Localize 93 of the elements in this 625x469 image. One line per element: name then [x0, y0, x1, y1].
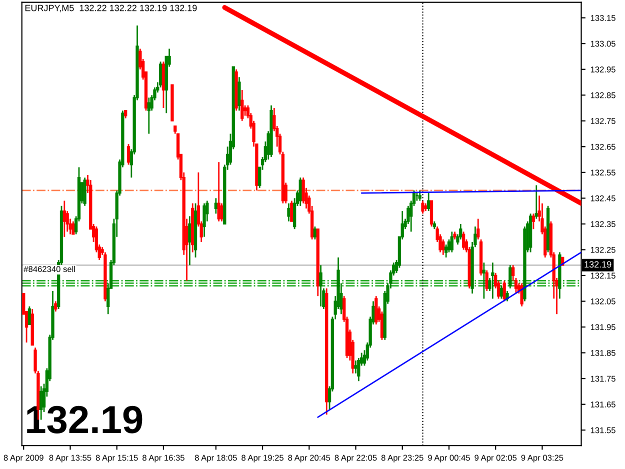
- candlestick: [500, 285, 503, 300]
- y-tick-label: 132.75: [590, 118, 616, 124]
- y-tick-label: 132.15: [590, 272, 616, 279]
- candlestick: [444, 244, 448, 258]
- x-tick-label: 9 Apr 00:45: [428, 454, 470, 462]
- candlestick: [421, 200, 424, 214]
- candlestick: [174, 125, 177, 134]
- candlestick: [54, 300, 58, 312]
- candlestick: [290, 200, 294, 222]
- candlestick: [453, 230, 456, 240]
- candlestick: [558, 252, 562, 300]
- candlestick: [328, 386, 332, 410]
- x-tick-label: 9 Apr 03:25: [521, 454, 564, 462]
- chart-title: EURJPY,M5 132.22 132.22 132.19 132.19: [25, 4, 197, 12]
- candlestick: [532, 212, 536, 230]
- x-tick-label: 8 Apr 20:45: [288, 454, 330, 462]
- x-tick-label: 8 Apr 23:25: [381, 454, 424, 462]
- candlestick: [534, 184, 538, 220]
- candlestick: [523, 226, 526, 302]
- candlestick: [240, 89, 244, 122]
- candlestick: [546, 205, 550, 253]
- candlestick: [462, 230, 466, 250]
- candlestick: [427, 192, 430, 212]
- candlestick: [316, 228, 320, 297]
- candlestick: [459, 223, 462, 240]
- candlestick: [491, 262, 494, 300]
- candlestick: [374, 295, 378, 326]
- candlestick: [83, 176, 86, 207]
- candlestick: [479, 238, 483, 276]
- candlestick: [380, 310, 384, 341]
- candlestick: [502, 280, 506, 302]
- candlestick: [28, 306, 32, 326]
- annotation: 132.19: [27, 406, 142, 434]
- x-tick-label: 8 Apr 22:05: [334, 454, 377, 462]
- y-tick-label: 132.45: [590, 195, 616, 202]
- annotation: #8462340 sell: [24, 266, 75, 272]
- candlestick: [319, 264, 322, 308]
- candlestick: [418, 190, 422, 202]
- y-tick-label: 131.55: [590, 427, 616, 434]
- x-tick-label: 8 Apr 13:55: [49, 454, 92, 462]
- candlestick: [270, 104, 273, 158]
- y-tick-label: 133.05: [590, 40, 616, 47]
- candlestick: [176, 133, 180, 160]
- candlestick: [126, 143, 130, 166]
- candlestick: [450, 230, 454, 253]
- x-tick-label: 8 Apr 18:05: [194, 454, 237, 462]
- candlestick: [430, 200, 434, 228]
- y-tick-label: 132.05: [590, 298, 616, 304]
- y-tick-label: 131.95: [590, 324, 616, 330]
- candlestick: [442, 238, 445, 256]
- candlestick: [238, 76, 241, 112]
- x-tick-label: 9 Apr 02:05: [474, 454, 517, 462]
- candlestick: [394, 259, 398, 274]
- candlestick: [325, 288, 328, 416]
- y-tick-label: 132.55: [590, 170, 616, 176]
- candlestick: [194, 202, 198, 258]
- candlestick: [432, 220, 436, 230]
- x-tick-label: 8 Apr 19:25: [242, 454, 284, 462]
- candlestick: [476, 218, 480, 240]
- candlestick: [302, 176, 305, 204]
- candlestick: [191, 202, 194, 253]
- candlestick: [124, 110, 128, 119]
- candlestick: [162, 60, 166, 109]
- candlestick: [188, 216, 192, 266]
- candlestick: [508, 264, 512, 290]
- x-tick-label: 8 Apr 2009: [4, 454, 44, 462]
- candlestick: [528, 212, 532, 253]
- y-tick-label: 132.95: [590, 66, 616, 72]
- y-tick-label: 132.25: [590, 246, 616, 253]
- y-tick-label: 132.85: [590, 92, 616, 98]
- candlestick: [170, 84, 174, 122]
- candlestick: [424, 202, 428, 212]
- candlestick: [158, 60, 162, 88]
- y-tick-label: 132.65: [590, 144, 616, 150]
- y-tick-label: 131.75: [590, 376, 616, 382]
- ref-line-label: 132.19: [584, 261, 612, 268]
- candlestick: [482, 262, 486, 300]
- y-tick-label: 131.65: [590, 402, 616, 408]
- candlestick: [313, 226, 317, 240]
- candlestick: [506, 290, 509, 302]
- candlestick: [30, 308, 34, 346]
- candlestick: [287, 202, 290, 222]
- candlestick: [72, 220, 75, 235]
- candlestick: [202, 202, 206, 238]
- x-tick-label: 8 Apr 16:35: [142, 454, 184, 462]
- x-tick-label: 8 Apr 15:15: [96, 454, 138, 462]
- y-tick-label: 131.85: [590, 350, 616, 356]
- candlestick: [217, 161, 220, 222]
- candlestick: [520, 282, 524, 308]
- y-tick-label: 132.35: [590, 221, 616, 228]
- y-tick-label: 133.15: [590, 15, 616, 21]
- candlestick: [357, 357, 360, 382]
- candlestick: [234, 68, 238, 112]
